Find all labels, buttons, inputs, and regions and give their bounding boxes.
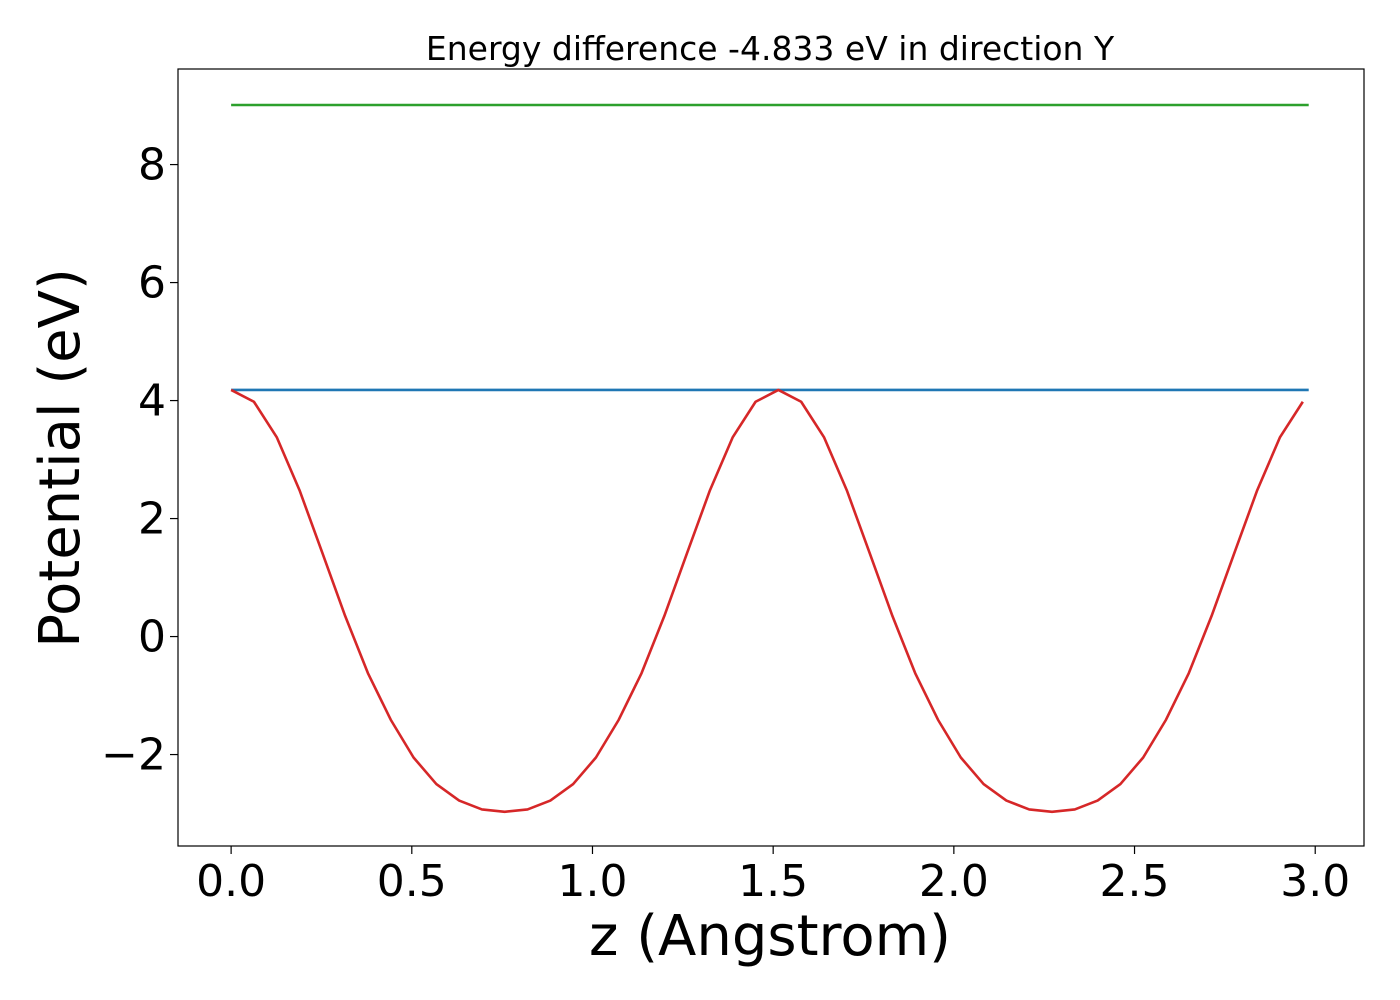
y-axis: −2 0 2 4 6 8 (101, 140, 178, 781)
y-tick-label: 0 (138, 612, 166, 663)
x-tick-label: 2.5 (1100, 856, 1170, 907)
chart-title: Energy difference -4.833 eV in direction… (426, 29, 1115, 68)
y-tick-label: −2 (101, 730, 166, 781)
x-tick-label: 1.5 (738, 856, 808, 907)
y-tick-label: 2 (138, 494, 166, 545)
x-tick-label: 1.0 (557, 856, 627, 907)
y-tick-label: 4 (138, 376, 166, 427)
x-tick-label: 0.5 (377, 856, 447, 907)
x-axis: 0.0 0.5 1.0 1.5 2.0 2.5 3.0 (196, 846, 1350, 907)
y-tick-label: 6 (138, 258, 166, 309)
y-tick-label: 8 (138, 140, 166, 191)
x-axis-label: z (Angstrom) (589, 904, 951, 969)
series-line-2 (230, 388, 1304, 814)
x-tick-label: 3.0 (1280, 856, 1350, 907)
plot-area (177, 68, 1365, 847)
plot-frame (177, 68, 1365, 847)
y-axis-label: Potential (eV) (28, 268, 93, 648)
x-tick-label: 2.0 (919, 856, 989, 907)
x-tick-label: 0.0 (196, 856, 266, 907)
